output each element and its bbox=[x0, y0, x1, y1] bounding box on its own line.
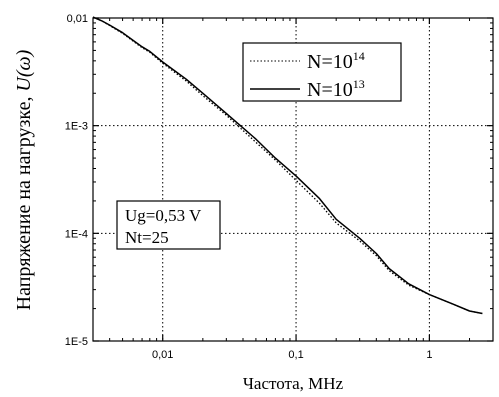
grid bbox=[93, 18, 493, 341]
legend-label-n13-base: N=10 bbox=[307, 79, 353, 101]
legend-label-n13: N=1013 bbox=[307, 77, 365, 101]
axis-ticks: 0,01 0,1 1 0,01 1E-3 1E-4 1E-5 bbox=[65, 13, 494, 361]
parameters-line-ug: Ug=0,53 V bbox=[125, 206, 202, 225]
y-tick-label: 0,01 bbox=[67, 13, 88, 25]
y-tick-label: 1E-4 bbox=[65, 228, 88, 240]
x-tick-label: 0,01 bbox=[152, 349, 173, 361]
parameters-box-frame bbox=[116, 200, 221, 250]
x-tick-label: 0,1 bbox=[288, 349, 303, 361]
legend-label-n13-exp: 13 bbox=[353, 77, 365, 91]
y-tick-label: 1E-3 bbox=[65, 121, 88, 133]
legend-label-n14-base: N=10 bbox=[307, 51, 353, 73]
legend-label-n14: N=1014 bbox=[307, 49, 365, 73]
legend-box bbox=[242, 42, 402, 102]
legend: N=1014 N=1013 bbox=[242, 42, 402, 102]
y-axis-label-prefix: Напряжение на нагрузке, bbox=[13, 92, 35, 311]
parameters-line-nt: Nt=25 bbox=[125, 228, 169, 247]
x-axis-label: Частота, MHz bbox=[243, 374, 344, 393]
series-layer bbox=[92, 16, 483, 315]
legend-label-n14-exp: 14 bbox=[353, 49, 365, 63]
y-axis-label: Напряжение на нагрузке, U(ω) bbox=[13, 49, 35, 310]
y-axis-label-symbol: U(ω) bbox=[13, 49, 35, 91]
series-line-n13 bbox=[92, 16, 483, 315]
parameters-box: Ug=0,53 V Nt=25 bbox=[116, 200, 221, 250]
y-tick-label: 1E-5 bbox=[65, 336, 88, 348]
x-tick-label: 1 bbox=[426, 349, 432, 361]
